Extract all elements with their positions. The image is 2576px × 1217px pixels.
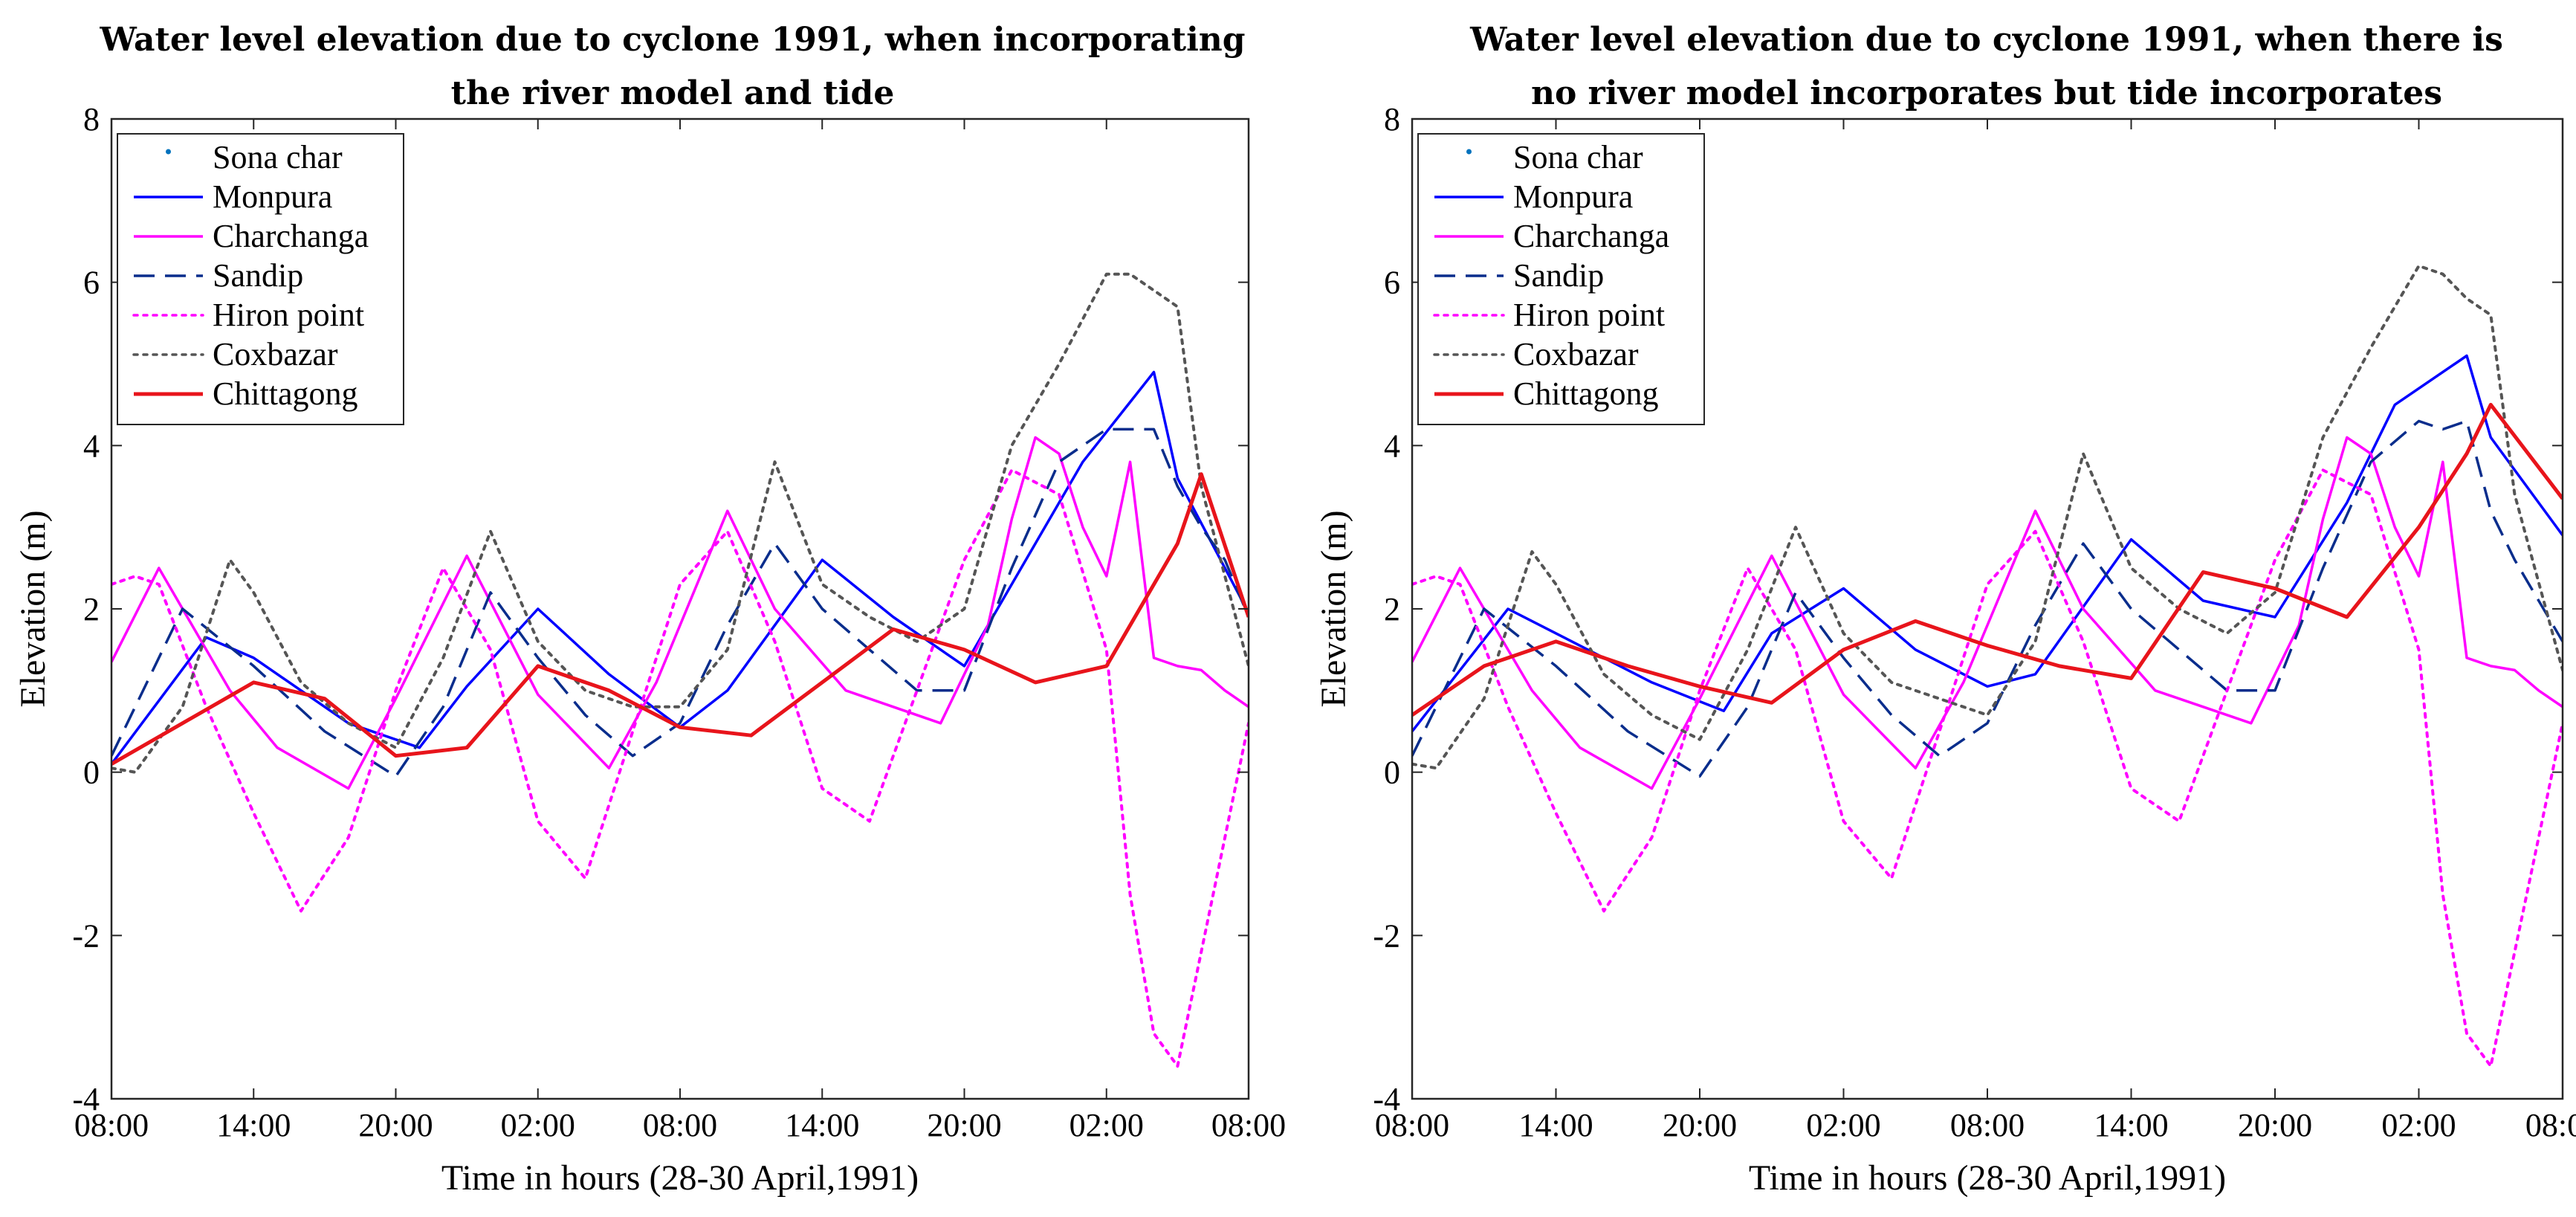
legend-label: Monpura	[213, 178, 332, 215]
legend-label: Chittagong	[213, 375, 358, 412]
series-line-monpura	[111, 370, 1249, 765]
x-tick-label: 14:00	[785, 1107, 859, 1143]
legend-label: Hiron point	[1513, 297, 1665, 333]
series-line-coxbazar	[1412, 264, 2563, 770]
chart-panel-tide-only: Water level elevation due to cyclone 199…	[1314, 21, 2576, 1198]
series-line-chittagong	[1412, 402, 2563, 717]
legend-label: Coxbazar	[1513, 336, 1639, 372]
legend-label: Monpura	[1513, 178, 1633, 215]
x-tick-label: 08:00	[2525, 1107, 2576, 1143]
series-line-charchanga	[1412, 436, 2563, 790]
x-axis-label: Time in hours (28-30 April,1991)	[1749, 1158, 2226, 1198]
legend-label: Sona char	[1513, 139, 1643, 175]
legend-box	[1417, 133, 1705, 425]
series-line-sandip	[111, 427, 1249, 778]
x-tick-label: 08:00	[643, 1107, 717, 1143]
legend-label: Hiron point	[213, 297, 364, 333]
y-axis-label: Elevation (m)	[1314, 510, 1353, 707]
y-tick-label: 2	[1384, 591, 1400, 627]
legend-box	[117, 133, 404, 425]
y-tick-label: 6	[83, 265, 100, 301]
x-tick-label: 02:00	[1806, 1107, 1880, 1143]
y-tick-label: -4	[72, 1081, 100, 1117]
legend-label: Charchanga	[213, 218, 369, 254]
chart-title-line-1: Water level elevation due to cyclone 199…	[1469, 21, 2503, 59]
chart-panel-river-model-and-tide: Water level elevation due to cyclone 199…	[13, 21, 1286, 1198]
y-tick-label: 0	[1384, 755, 1400, 791]
y-tick-label: 4	[1384, 427, 1400, 464]
y-tick-label: 6	[1384, 265, 1400, 301]
x-tick-label: 08:00	[1375, 1107, 1449, 1143]
y-tick-label: 2	[83, 591, 100, 627]
chart-title-line-2: the river model and tide	[451, 74, 895, 112]
y-tick-label: -4	[1373, 1081, 1400, 1117]
y-tick-label: -2	[72, 917, 100, 954]
legend-marker-sona-char	[166, 149, 171, 155]
chart-title-line-2: no river model incorporates but tide inc…	[1531, 74, 2442, 112]
x-tick-label: 02:00	[1069, 1107, 1144, 1143]
series-group	[1412, 264, 2563, 1068]
series-line-hiron-point	[111, 468, 1249, 1068]
y-tick-label: 8	[83, 101, 100, 138]
chart-title-line-1: Water level elevation due to cyclone 199…	[99, 21, 1245, 59]
y-axis-label: Elevation (m)	[13, 510, 53, 707]
x-tick-label: 14:00	[1518, 1107, 1593, 1143]
legend-label: Charchanga	[1513, 218, 1669, 254]
legend-label: Sandip	[213, 257, 303, 294]
legend-marker-sona-char	[1466, 149, 1472, 155]
y-tick-label: 8	[1384, 101, 1400, 138]
series-line-hiron-point	[1412, 468, 2563, 1068]
legend-label: Coxbazar	[213, 336, 338, 372]
x-tick-label: 02:00	[2381, 1107, 2456, 1143]
x-tick-label: 08:00	[74, 1107, 149, 1143]
y-tick-label: -2	[1373, 917, 1400, 954]
x-tick-label: 20:00	[927, 1107, 1001, 1143]
x-tick-label: 08:00	[1211, 1107, 1286, 1143]
y-tick-label: 4	[83, 427, 100, 464]
legend-label: Sona char	[213, 139, 343, 175]
x-tick-label: 08:00	[1950, 1107, 2025, 1143]
series-line-coxbazar	[111, 272, 1249, 774]
x-tick-label: 02:00	[501, 1107, 575, 1143]
y-tick-label: 0	[83, 755, 100, 791]
x-tick-label: 14:00	[2094, 1107, 2168, 1143]
series-line-chittagong	[111, 472, 1249, 766]
x-tick-label: 20:00	[1663, 1107, 1737, 1143]
series-group	[111, 272, 1249, 1068]
series-line-charchanga	[111, 436, 1249, 790]
x-tick-label: 20:00	[358, 1107, 433, 1143]
x-tick-label: 14:00	[216, 1107, 291, 1143]
legend-label: Chittagong	[1513, 375, 1659, 412]
x-tick-label: 20:00	[2238, 1107, 2312, 1143]
x-axis-label: Time in hours (28-30 April,1991)	[441, 1158, 919, 1198]
legend-label: Sandip	[1513, 257, 1604, 294]
series-line-sandip	[1412, 419, 2563, 778]
